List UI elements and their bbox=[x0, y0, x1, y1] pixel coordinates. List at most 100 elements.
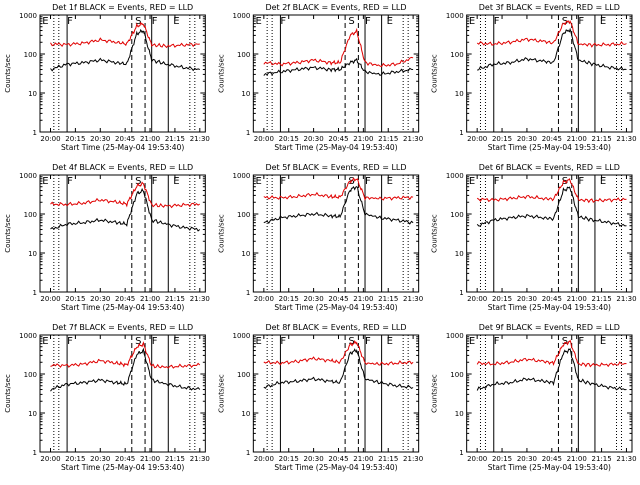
segment-marker: E bbox=[42, 336, 48, 347]
x-tick-label: 20:45 bbox=[115, 295, 135, 303]
x-tick-label: 21:15 bbox=[378, 455, 398, 463]
x-tick-label: 20:30 bbox=[304, 295, 324, 303]
series-lld-line bbox=[263, 340, 414, 366]
panel-9: Det 9f BLACK = Events, RED = LLD 20:00 20:… bbox=[431, 323, 637, 472]
plot-frame bbox=[466, 174, 633, 293]
segment-marker: F bbox=[578, 16, 584, 27]
segment-marker: S bbox=[562, 336, 568, 347]
x-tick-label: 20:30 bbox=[304, 135, 324, 143]
y-tick-label: 100 bbox=[24, 51, 37, 59]
x-axis-label: Start Time (25-May-04 19:53:40) bbox=[274, 463, 397, 472]
segment-marker: E bbox=[173, 16, 179, 27]
segment-marker: E bbox=[469, 176, 475, 187]
y-tick-label: 1000 bbox=[233, 332, 251, 340]
panel-2: Det 2f BLACK = Events, RED = LLD 20:00 20:… bbox=[217, 3, 423, 152]
panel-title: Det 2f BLACK = Events, RED = LLD bbox=[265, 3, 406, 12]
plot-frame bbox=[252, 174, 420, 293]
y-tick-label: 100 bbox=[237, 371, 250, 379]
segment-marker: E bbox=[600, 336, 606, 347]
panel-title: Det 7f BLACK = Events, RED = LLD bbox=[52, 323, 193, 332]
x-tick-label: 20:45 bbox=[542, 135, 562, 143]
series-events-line bbox=[263, 348, 414, 390]
x-tick-label: 20:00 bbox=[40, 135, 60, 143]
y-tick-label: 1 bbox=[33, 129, 37, 137]
y-tick-label: 100 bbox=[450, 371, 463, 379]
x-tick-label: 21:15 bbox=[165, 455, 185, 463]
segment-marker: S bbox=[135, 336, 141, 347]
series-lld-line bbox=[50, 21, 200, 49]
y-axis-label: Counts/sec bbox=[217, 214, 225, 253]
y-tick-label: 100 bbox=[24, 211, 37, 219]
y-axis-label: Counts/sec bbox=[217, 374, 225, 413]
x-tick-label: 21:15 bbox=[378, 135, 398, 143]
series-lld-line bbox=[476, 177, 627, 204]
y-tick-label: 1 bbox=[33, 449, 37, 457]
series-events-line bbox=[476, 347, 627, 391]
y-tick-label: 10 bbox=[28, 90, 37, 98]
y-tick-label: 1000 bbox=[19, 332, 37, 340]
x-tick-label: 20:00 bbox=[467, 455, 487, 463]
x-tick-label: 20:15 bbox=[65, 135, 85, 143]
x-tick-label: 20:45 bbox=[328, 135, 348, 143]
y-axis-label: Counts/sec bbox=[4, 214, 12, 253]
y-axis-label: Counts/sec bbox=[431, 54, 439, 93]
segment-marker: F bbox=[67, 336, 73, 347]
x-tick-label: 21:15 bbox=[591, 455, 611, 463]
plot-frame bbox=[252, 334, 420, 453]
x-tick-label: 21:00 bbox=[567, 295, 587, 303]
y-tick-label: 1 bbox=[246, 289, 250, 297]
x-tick-label: 21:30 bbox=[190, 295, 210, 303]
x-tick-label: 21:15 bbox=[591, 295, 611, 303]
segment-marker: E bbox=[173, 176, 179, 187]
x-tick-label: 20:15 bbox=[279, 455, 299, 463]
x-axis-label: Start Time (25-May-04 19:53:40) bbox=[488, 463, 611, 472]
y-tick-label: 1 bbox=[246, 129, 250, 137]
x-tick-label: 20:30 bbox=[517, 455, 537, 463]
segment-marker: F bbox=[365, 16, 371, 27]
x-tick-label: 20:15 bbox=[65, 295, 85, 303]
x-tick-label: 20:30 bbox=[90, 455, 110, 463]
x-tick-label: 21:00 bbox=[567, 455, 587, 463]
x-tick-label: 20:00 bbox=[254, 135, 274, 143]
x-tick-label: 20:30 bbox=[517, 135, 537, 143]
segment-marker: S bbox=[135, 16, 141, 27]
segment-marker: S bbox=[135, 176, 141, 187]
series-lld-line bbox=[476, 20, 627, 48]
x-axis-label: Start Time (25-May-04 19:53:40) bbox=[488, 303, 611, 312]
series-lld-line bbox=[263, 177, 414, 201]
series-events-line bbox=[50, 28, 200, 72]
segment-marker: E bbox=[42, 176, 48, 187]
segment-marker: F bbox=[280, 336, 286, 347]
plot-frame bbox=[39, 174, 206, 293]
y-tick-label: 1000 bbox=[19, 172, 37, 180]
series-events-line bbox=[50, 347, 201, 392]
x-tick-label: 21:00 bbox=[140, 135, 160, 143]
y-axis-label: Counts/sec bbox=[217, 54, 225, 93]
y-axis-label: Counts/sec bbox=[431, 214, 439, 253]
y-tick-label: 10 bbox=[241, 410, 250, 418]
panel-title: Det 4f BLACK = Events, RED = LLD bbox=[52, 163, 193, 172]
segment-marker: E bbox=[42, 16, 48, 27]
segment-marker: E bbox=[600, 176, 606, 187]
panel-title: Det 8f BLACK = Events, RED = LLD bbox=[265, 323, 406, 332]
panel-title: Det 1f BLACK = Events, RED = LLD bbox=[52, 3, 193, 12]
x-axis-label: Start Time (25-May-04 19:53:40) bbox=[274, 143, 397, 152]
y-axis-label: Counts/sec bbox=[431, 374, 439, 413]
x-tick-label: 21:30 bbox=[616, 295, 636, 303]
y-tick-label: 1000 bbox=[233, 172, 251, 180]
x-tick-label: 20:45 bbox=[542, 295, 562, 303]
x-tick-label: 21:00 bbox=[353, 455, 373, 463]
segment-marker: S bbox=[348, 336, 354, 347]
segment-marker: E bbox=[256, 176, 262, 187]
series-events-line bbox=[477, 27, 627, 71]
segment-marker: S bbox=[562, 16, 568, 27]
x-tick-label: 20:00 bbox=[467, 135, 487, 143]
panel-title: Det 6f BLACK = Events, RED = LLD bbox=[479, 163, 620, 172]
x-tick-label: 20:45 bbox=[115, 455, 135, 463]
plot-frame bbox=[466, 14, 633, 133]
segment-marker: F bbox=[494, 336, 500, 347]
segment-marker: F bbox=[365, 336, 371, 347]
segment-marker: S bbox=[348, 16, 354, 27]
panel-6: Det 6f BLACK = Events, RED = LLD 20:00 20:… bbox=[431, 163, 637, 312]
